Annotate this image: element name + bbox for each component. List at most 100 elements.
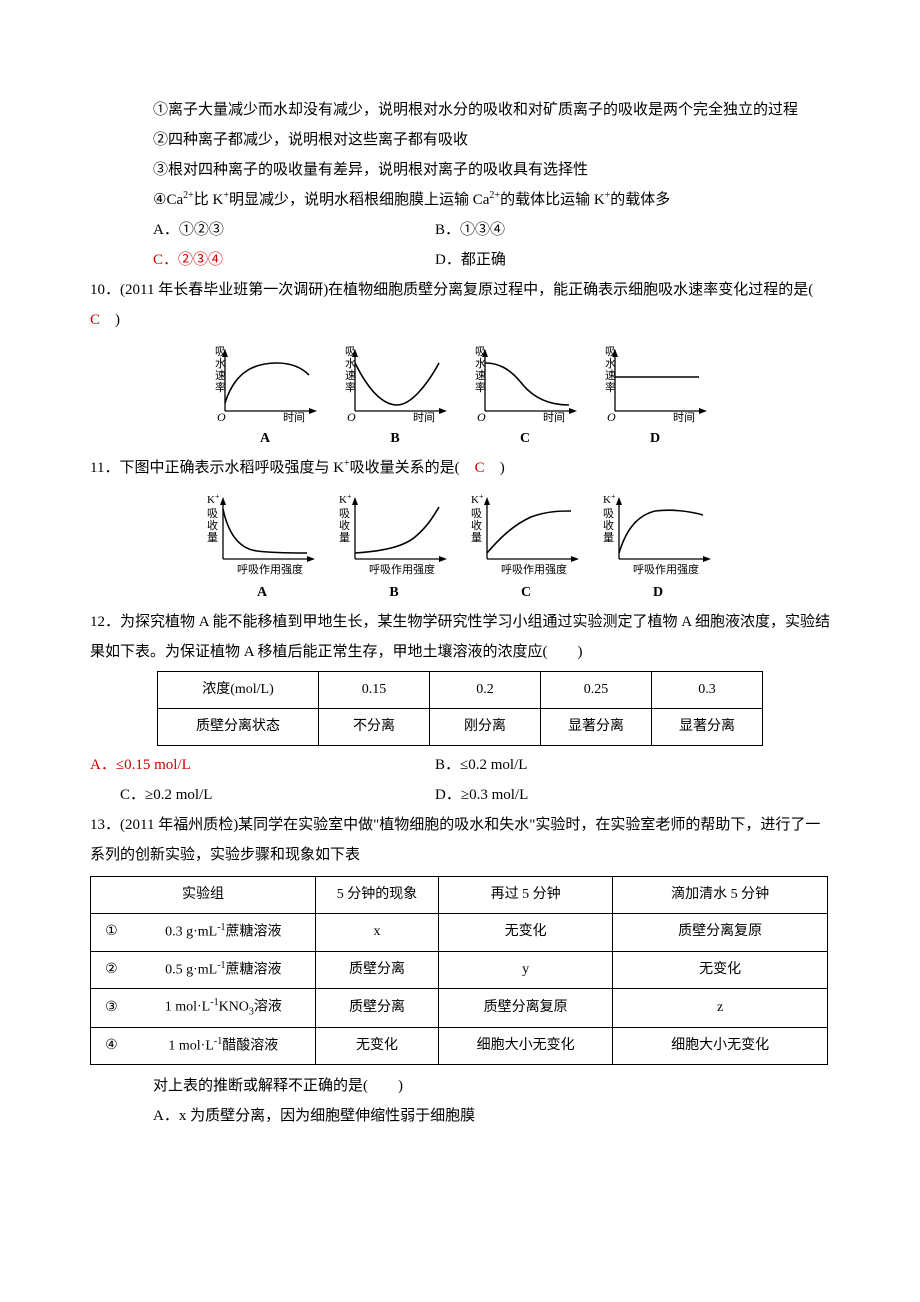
q12-choice-d: D．≥0.3 mol/L: [435, 780, 528, 810]
q10-sub-D: D: [595, 425, 715, 453]
q9-opt1: ①离子大量减少而水却没有减少，说明根对水分的吸收和对矿质离子的吸收是两个完全独立…: [90, 95, 830, 125]
q13-c2-1: 无变化: [439, 914, 613, 952]
q13-sol-4: 1 mol·L-1醋酸溶液: [132, 1027, 316, 1065]
svg-text:时间: 时间: [543, 411, 565, 423]
q13-c1-1: x: [315, 914, 438, 952]
q13-rownum-4: ④: [91, 1027, 132, 1065]
plot-A: K+ 吸 收 量 呼吸作用强度: [201, 489, 323, 577]
q12-td-0: 质壁分离状态: [158, 709, 319, 746]
svg-text:呼吸作用强度: 呼吸作用强度: [369, 562, 435, 576]
q9-choice-d: D．都正确: [435, 245, 506, 275]
svg-text:时间: 时间: [283, 411, 305, 423]
q9-choice-a: A．①②③: [90, 215, 435, 245]
svg-text:收: 收: [207, 518, 218, 532]
q13-c3-2: 无变化: [613, 951, 828, 989]
svg-text:O: O: [607, 410, 616, 423]
svg-text:量: 量: [207, 531, 218, 544]
q13-stem: 13．(2011 年福州质检)某同学在实验室中做"植物细胞的吸水和失水"实验时，…: [90, 810, 830, 870]
q12-choice-c: C．≥0.2 mol/L: [90, 780, 435, 810]
q13-sol-1: 0.3 g·mL-1蔗糖溶液: [132, 914, 316, 952]
plot-C: 吸 水 速 率 O 时间: [465, 341, 585, 423]
q11-sub-C: C: [465, 579, 587, 607]
q13-choice-a: A．x 为质壁分离，因为细胞壁伸缩性弱于细胞膜: [90, 1101, 830, 1131]
q13-c1-2: 质壁分离: [315, 951, 438, 989]
q12-choice-a: A．≤0.15 mol/L: [90, 750, 435, 780]
svg-text:K+: K+: [603, 492, 616, 506]
svg-text:K+: K+: [339, 492, 352, 506]
plot-D: 吸 水 速 率 O 时间: [595, 341, 715, 423]
q11-stem: 11．下图中正确表示水稻呼吸强度与 K+吸收量关系的是( C ): [90, 453, 830, 483]
q9-choice-c: C．②③④: [90, 245, 435, 275]
q10-sub-B: B: [335, 425, 455, 453]
svg-text:K+: K+: [471, 492, 484, 506]
q13-row-3: ③ 1 mol·L-1KNO3溶液 质壁分离 质壁分离复原 z: [91, 989, 828, 1027]
q9-opt4: ④Ca2+比 K+明显减少，说明水稻根细胞膜上运输 Ca2+的载体比运输 K+的…: [90, 185, 830, 215]
q12-th-0: 浓度(mol/L): [158, 672, 319, 709]
q12-th-3: 0.25: [541, 672, 652, 709]
q13-c2-2: y: [439, 951, 613, 989]
q10-sub-C: C: [465, 425, 585, 453]
q12-th-1: 0.15: [319, 672, 430, 709]
q13-c1-3: 质壁分离: [315, 989, 438, 1027]
svg-text:率: 率: [605, 380, 616, 394]
q13-c2-4: 细胞大小无变化: [439, 1027, 613, 1065]
q13-head-group: 实验组: [91, 877, 316, 914]
q11-sub-row: ABCD: [90, 579, 830, 607]
q12-stem: 12．为探究植物 A 能不能移植到甲地生长，某生物学研究性学习小组通过实验测定了…: [90, 607, 830, 667]
q13-rownum-3: ③: [91, 989, 132, 1027]
svg-text:吸: 吸: [339, 508, 350, 520]
plot-B: K+ 吸 收 量 呼吸作用强度: [333, 489, 455, 577]
svg-text:量: 量: [603, 531, 614, 544]
q13-rownum-2: ②: [91, 951, 132, 989]
svg-text:吸: 吸: [471, 508, 482, 520]
q9-choice-b: B．①③④: [435, 215, 505, 245]
svg-text:O: O: [477, 410, 486, 423]
q13-tail: 对上表的推断或解释不正确的是( ): [90, 1071, 830, 1101]
svg-text:O: O: [217, 410, 226, 423]
q12-table: 浓度(mol/L)0.150.20.250.3 质壁分离状态不分离刚分离显著分离…: [157, 671, 763, 746]
q13-c3-4: 细胞大小无变化: [613, 1027, 828, 1065]
svg-text:收: 收: [339, 518, 350, 532]
plot-A: 吸 水 速 率 O 时间: [205, 341, 325, 423]
plot-B: 吸 水 速 率 O 时间: [335, 341, 455, 423]
q13-c1-4: 无变化: [315, 1027, 438, 1065]
q12-td-4: 显著分离: [652, 709, 763, 746]
svg-text:呼吸作用强度: 呼吸作用强度: [501, 562, 567, 576]
q11-sub-B: B: [333, 579, 455, 607]
q10-sub-A: A: [205, 425, 325, 453]
q13-head-water: 滴加清水 5 分钟: [613, 877, 828, 914]
q13-c3-3: z: [613, 989, 828, 1027]
q13-table: 实验组 5 分钟的现象 再过 5 分钟 滴加清水 5 分钟 ① 0.3 g·mL…: [90, 876, 828, 1065]
q10-stem: 10．(2011 年长春毕业班第一次调研)在植物细胞质壁分离复原过程中，能正确表…: [90, 275, 830, 335]
q11-sub-D: D: [597, 579, 719, 607]
q10-sub-row: ABCD: [90, 425, 830, 453]
q12-td-2: 刚分离: [430, 709, 541, 746]
svg-text:速: 速: [605, 369, 616, 382]
q12-td-1: 不分离: [319, 709, 430, 746]
q9-opt3: ③根对四种离子的吸收量有差异，说明根对离子的吸收具有选择性: [90, 155, 830, 185]
svg-text:时间: 时间: [413, 411, 435, 423]
q9-opt2: ②四种离子都减少，说明根对这些离子都有吸收: [90, 125, 830, 155]
q10-answer: C: [90, 312, 100, 328]
q13-sol-3: 1 mol·L-1KNO3溶液: [132, 989, 316, 1027]
q10-figure-row: 吸 水 速 率 O 时间 吸 水 速 率 O 时间 吸 水 速 率 O 时间 吸: [90, 341, 830, 423]
q13-sol-2: 0.5 g·mL-1蔗糖溶液: [132, 951, 316, 989]
svg-text:呼吸作用强度: 呼吸作用强度: [237, 562, 303, 576]
q12-td-3: 显著分离: [541, 709, 652, 746]
q11-sub-A: A: [201, 579, 323, 607]
q13-head-again: 再过 5 分钟: [439, 877, 613, 914]
svg-text:量: 量: [339, 531, 350, 544]
svg-text:收: 收: [603, 518, 614, 532]
q13-c2-3: 质壁分离复原: [439, 989, 613, 1027]
q13-row-4: ④ 1 mol·L-1醋酸溶液 无变化 细胞大小无变化 细胞大小无变化: [91, 1027, 828, 1065]
svg-text:呼吸作用强度: 呼吸作用强度: [633, 562, 699, 576]
plot-C: K+ 吸 收 量 呼吸作用强度: [465, 489, 587, 577]
svg-text:收: 收: [471, 518, 482, 532]
q11-answer: C: [475, 460, 485, 476]
q12-th-4: 0.3: [652, 672, 763, 709]
q13-head-5min: 5 分钟的现象: [315, 877, 438, 914]
svg-text:时间: 时间: [673, 411, 695, 423]
q11-figure-row: K+ 吸 收 量 呼吸作用强度 K+ 吸 收 量 呼吸作用强度 K+ 吸 收 量…: [90, 489, 830, 577]
plot-D: K+ 吸 收 量 呼吸作用强度: [597, 489, 719, 577]
svg-text:量: 量: [471, 531, 482, 544]
